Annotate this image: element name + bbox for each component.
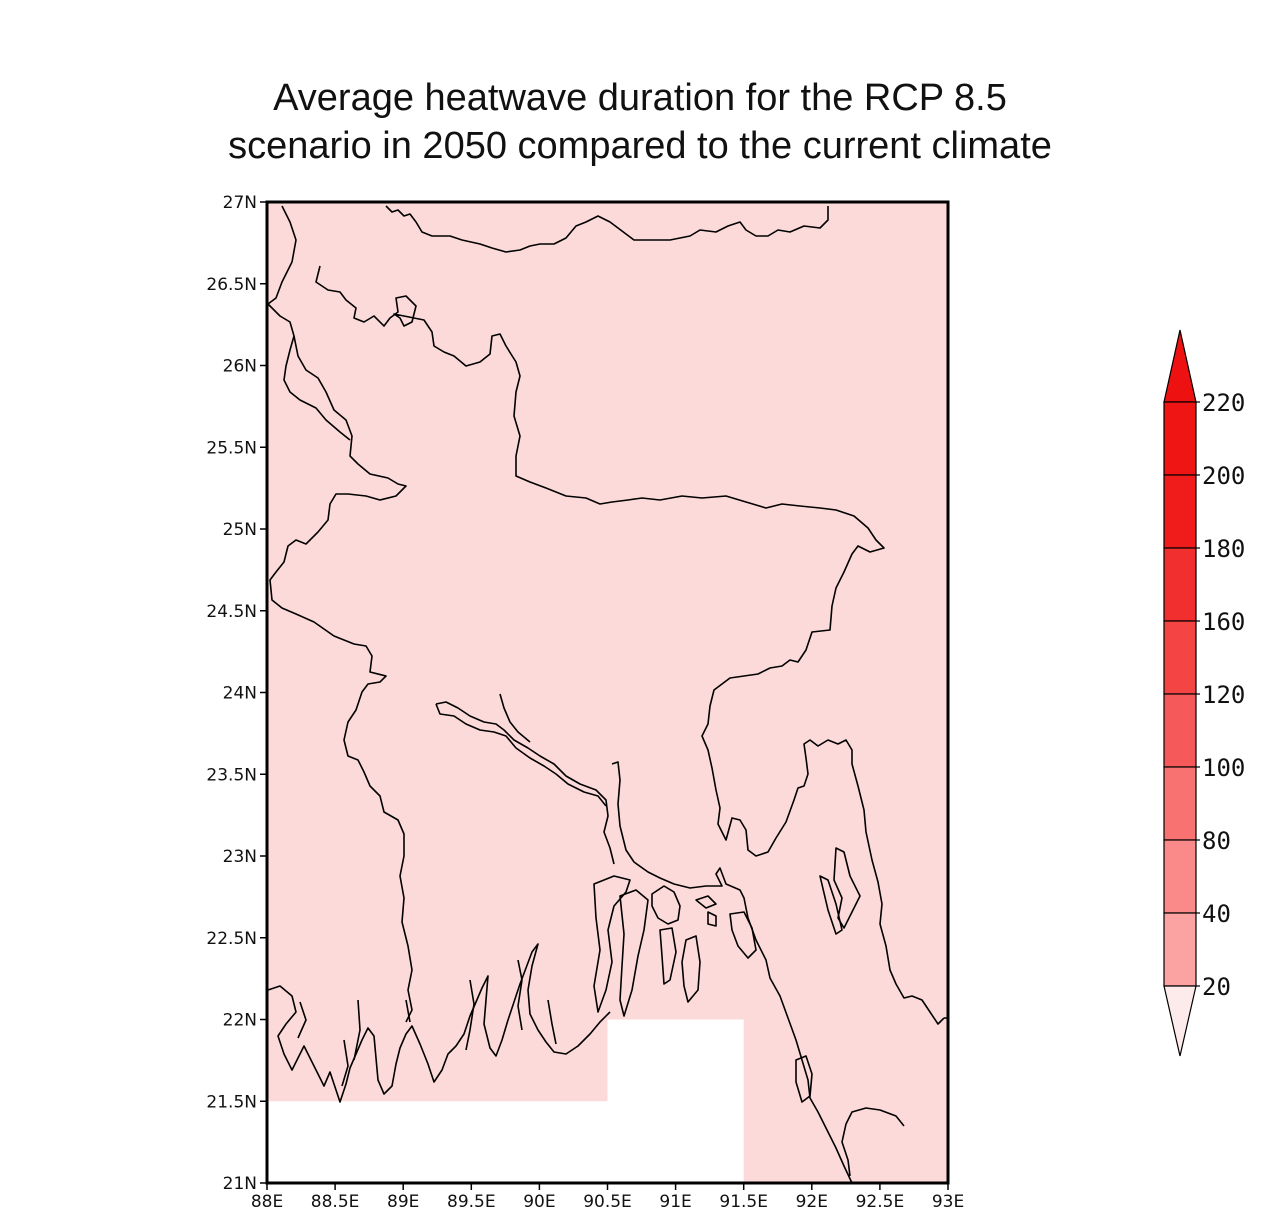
colorbar-box bbox=[1163, 620, 1197, 695]
colorbar-label: 120 bbox=[1202, 681, 1245, 709]
colorbar-label: 20 bbox=[1202, 973, 1231, 1001]
colorbar-under-triangle bbox=[1163, 985, 1197, 1057]
river-jamuna bbox=[499, 693, 531, 743]
lat-tick-label: 23N bbox=[223, 847, 257, 867]
latitude-axis: 27N 26.5N 26N 25.5N 25N 24.5N 24N 23.5N 23N 22.5N… bbox=[206, 193, 267, 1194]
colorbar-over-triangle bbox=[1163, 329, 1197, 403]
colorbar-box bbox=[1163, 766, 1197, 841]
lat-tick-label: 23.5N bbox=[206, 765, 257, 785]
lat-tick-label: 24N bbox=[223, 684, 257, 704]
island-6 bbox=[619, 889, 649, 1017]
coast-sundarbans-channels bbox=[297, 959, 557, 1087]
coast-sundarbans bbox=[267, 943, 611, 1103]
lon-tick-label: 89.5E bbox=[447, 1192, 496, 1212]
colorbar-box bbox=[1163, 474, 1197, 549]
map-panel bbox=[265, 200, 950, 1185]
lat-tick-label: 22N bbox=[223, 1011, 257, 1031]
longitude-axis: 88E 88.5E 89E 89.5E 90E 90.5E 91E 91.5E 92E 92.5E… bbox=[251, 1183, 964, 1212]
lon-tick-label: 89E bbox=[387, 1192, 419, 1212]
lon-tick-label: 90.5E bbox=[583, 1192, 632, 1212]
colorbar: 220 200 180 160 120 100 80 40 20 bbox=[1163, 329, 1245, 1057]
lon-tick-label: 90E bbox=[523, 1192, 555, 1212]
island-4 bbox=[707, 911, 717, 927]
lon-tick-label: 92.5E bbox=[856, 1192, 905, 1212]
island-3 bbox=[729, 911, 757, 959]
lon-tick-label: 93E bbox=[932, 1192, 964, 1212]
colorbar-box bbox=[1163, 839, 1197, 914]
colorbar-label: 200 bbox=[1202, 462, 1245, 490]
border-bangladesh bbox=[315, 265, 945, 1025]
colorbar-box bbox=[1163, 912, 1197, 987]
colorbar-label: 160 bbox=[1202, 608, 1245, 636]
lat-tick-label: 26.5N bbox=[206, 275, 257, 295]
island-11 bbox=[819, 875, 843, 935]
lat-tick-label: 26N bbox=[223, 357, 257, 377]
lat-tick-label: 24.5N bbox=[206, 602, 257, 622]
lat-tick-label: 21N bbox=[223, 1174, 257, 1194]
missing-data-regions bbox=[267, 1019, 744, 1183]
lon-tick-label: 88E bbox=[251, 1192, 283, 1212]
lon-tick-label: 88.5E bbox=[311, 1192, 360, 1212]
lat-tick-label: 22.5N bbox=[206, 929, 257, 949]
map-title: Average heatwave duration for the RCP 8.… bbox=[140, 74, 1140, 170]
colorbar-label: 180 bbox=[1202, 535, 1245, 563]
river-padma bbox=[435, 701, 615, 865]
colorbar-box bbox=[1163, 693, 1197, 768]
border-northwest bbox=[267, 303, 351, 441]
border-west bbox=[269, 335, 413, 1023]
missing-region-2 bbox=[607, 1019, 744, 1183]
colorbar-label: 40 bbox=[1202, 900, 1231, 928]
missing-region-1 bbox=[267, 1101, 608, 1183]
colorbar-label: 100 bbox=[1202, 754, 1245, 782]
lat-tick-label: 27N bbox=[223, 193, 257, 213]
lat-tick-label: 25.5N bbox=[206, 438, 257, 458]
river-padma-inner bbox=[435, 703, 607, 807]
lon-tick-label: 91.5E bbox=[719, 1192, 768, 1212]
island-5 bbox=[681, 935, 701, 1003]
lon-tick-label: 91E bbox=[659, 1192, 691, 1212]
colorbar-label: 220 bbox=[1202, 389, 1245, 417]
lon-tick-label: 92E bbox=[796, 1192, 828, 1212]
lat-tick-label: 21.5N bbox=[206, 1092, 257, 1112]
coastlines bbox=[267, 205, 948, 1184]
river-meghna bbox=[611, 761, 853, 1184]
title-line-2: scenario in 2050 compared to the current… bbox=[228, 125, 1052, 167]
island-1 bbox=[651, 885, 681, 925]
colorbar-label: 80 bbox=[1202, 827, 1231, 855]
title-line-1: Average heatwave duration for the RCP 8.… bbox=[273, 77, 1007, 119]
island-2 bbox=[695, 895, 717, 909]
island-9 bbox=[795, 1055, 813, 1103]
colorbar-box bbox=[1163, 547, 1197, 622]
island-7 bbox=[593, 875, 631, 1013]
border-top-left bbox=[267, 205, 297, 305]
lat-tick-label: 25N bbox=[223, 520, 257, 540]
island-10 bbox=[833, 847, 861, 929]
island-8 bbox=[659, 927, 677, 985]
colorbar-box bbox=[1163, 401, 1197, 476]
border-north bbox=[385, 205, 829, 253]
